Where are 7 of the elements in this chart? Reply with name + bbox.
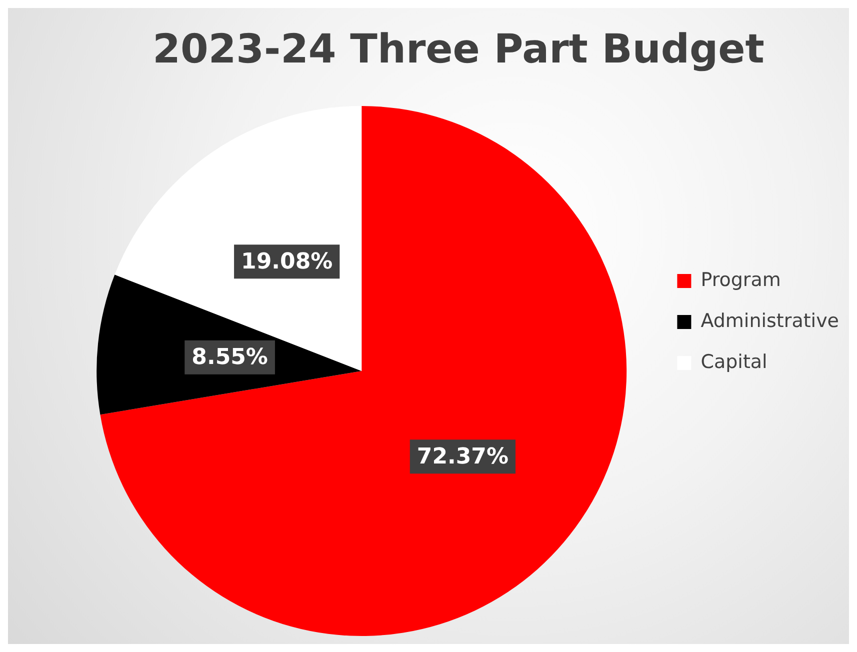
- legend-label: Program: [700, 268, 781, 291]
- chart-title: 2023-24 Three Part Budget: [152, 26, 764, 72]
- data-label: 72.37%: [416, 444, 509, 470]
- data-label: 19.08%: [241, 249, 333, 274]
- legend-label: Administrative: [700, 310, 840, 332]
- data-label: 8.55%: [192, 345, 268, 370]
- legend-label: Capital: [700, 350, 768, 373]
